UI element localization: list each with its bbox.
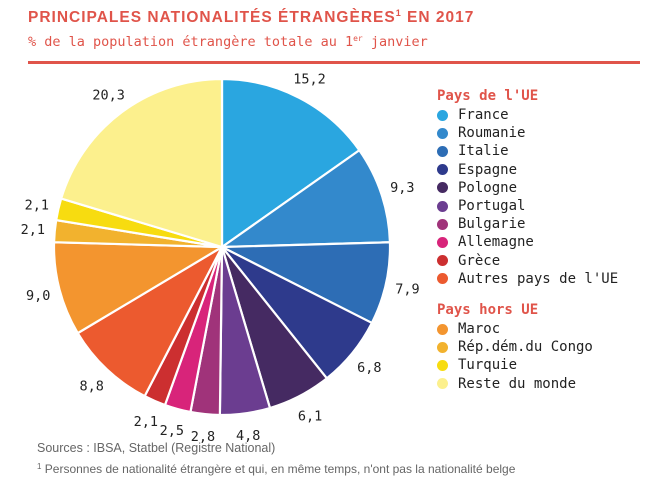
legend-item-bulgarie: Bulgarie (437, 215, 628, 233)
legend-swatch-icon (437, 273, 448, 285)
data-label-roumanie: 9,3 (390, 180, 414, 196)
subtitle-pre: % de la population étrangère totale au 1 (28, 34, 354, 50)
pie-slice-france (220, 77, 361, 250)
chart-title-year: EN 2017 (407, 9, 475, 26)
chart-title: PRINCIPALES NATIONALITÉS ÉTRANGÈRES1 EN … (28, 8, 474, 27)
pie-slice-maroc (52, 241, 226, 335)
legend-swatch-icon (437, 218, 448, 230)
data-label-bulgarie: 2,8 (191, 429, 215, 445)
legend-label: Italie (458, 143, 509, 160)
pie-slice-roumanie (218, 148, 392, 249)
legend-item-roumanie: Roumanie (437, 124, 628, 142)
legend: Pays de l'UE France Roumanie Italie Espagne… (437, 88, 628, 393)
legend-item-espagne: Espagne (437, 161, 628, 179)
legend-label: Rép.dém.du Congo (458, 339, 593, 356)
legend-item-allemagne: Allemagne (437, 233, 628, 251)
legend-swatch-icon (437, 200, 448, 212)
legend-swatch-icon (437, 182, 448, 194)
data-label-rep-dem-du-congo: 2,1 (21, 222, 45, 238)
legend-label: France (458, 107, 509, 123)
legend-item-pologne: Pologne (437, 179, 628, 197)
legend-item-france: France (437, 106, 628, 124)
legend-item-portugal: Portugal (437, 197, 628, 215)
legend-swatch-icon (437, 109, 448, 121)
footnote-text: Personnes de nationalité étrangère et qu… (41, 462, 516, 476)
title-footnote-mark: 1 (395, 8, 402, 18)
data-label-autres-pays-de-l-ue: 8,8 (80, 378, 104, 394)
legend-item-rep-dem-du-congo: Rép.dém.du Congo (437, 338, 628, 356)
sources-note: Sources : IBSA, Statbel (Registre Nation… (37, 441, 276, 455)
legend-non-eu-items: Maroc Rép.dém.du Congo Turquie Reste du mon… (437, 320, 628, 393)
data-label-maroc: 9,0 (26, 288, 50, 304)
legend-label: Autres pays de l'UE (458, 270, 619, 287)
legend-label: Pologne (458, 179, 518, 196)
data-label-pologne: 6,1 (298, 408, 322, 424)
data-label-reste-du-monde: 20,3 (92, 87, 125, 103)
legend-label: Maroc (458, 321, 501, 338)
legend-swatch-icon (437, 341, 448, 353)
legend-label: Allemagne (458, 234, 534, 251)
legend-item-italie: Italie (437, 142, 628, 160)
pie-slice-autres-pays-de-l-ue (76, 244, 225, 398)
legend-eu-title: Pays de l'UE (437, 88, 539, 104)
legend-swatch-icon (437, 127, 448, 139)
legend-swatch-icon (437, 255, 448, 267)
title-divider (28, 61, 640, 64)
data-label-allemagne: 2,5 (160, 423, 184, 439)
legend-label: Turquie (458, 357, 518, 374)
legend-label: Portugal (458, 198, 526, 215)
legend-non-eu-title: Pays hors UE (437, 302, 539, 319)
pie-slice-reste-du-monde (59, 77, 224, 249)
legend-item-autres-pays-de-l-ue: Autres pays de l'UE (437, 270, 628, 288)
legend-eu-items: France Roumanie Italie Espagne Pologne Portug… (437, 106, 628, 288)
data-label-turquie: 2,1 (25, 197, 49, 213)
subtitle-post: janvier (362, 34, 428, 50)
legend-label: Grèce (458, 252, 501, 269)
legend-item-reste-du-monde: Reste du monde (437, 375, 628, 393)
legend-label: Bulgarie (458, 216, 526, 233)
legend-label: Espagne (458, 161, 518, 178)
legend-swatch-icon (437, 164, 448, 176)
legend-swatch-icon (437, 359, 448, 371)
legend-item-grece: Grèce (437, 252, 628, 270)
legend-item-turquie: Turquie (437, 356, 628, 374)
data-label-italie: 7,9 (395, 282, 419, 298)
legend-swatch-icon (437, 323, 448, 335)
legend-item-maroc: Maroc (437, 320, 628, 338)
data-label-grece: 2,1 (134, 414, 158, 430)
footnote-mark: 1 (37, 462, 42, 471)
legend-label: Roumanie (458, 125, 526, 142)
data-label-espagne: 6,8 (357, 360, 381, 376)
data-label-france: 15,2 (293, 71, 326, 87)
chart-title-text: PRINCIPALES NATIONALITÉS ÉTRANGÈRES (28, 9, 396, 26)
subtitle-sup: er (353, 34, 363, 43)
footnote: 1 Personnes de nationalité étrangère et … (37, 462, 515, 476)
legend-label: Reste du monde (458, 375, 577, 392)
legend-swatch-icon (437, 236, 448, 248)
chart-subtitle: % de la population étrangère totale au 1… (28, 34, 428, 50)
legend-swatch-icon (437, 145, 448, 157)
data-label-portugal: 4,8 (236, 428, 260, 444)
legend-swatch-icon (437, 378, 448, 390)
